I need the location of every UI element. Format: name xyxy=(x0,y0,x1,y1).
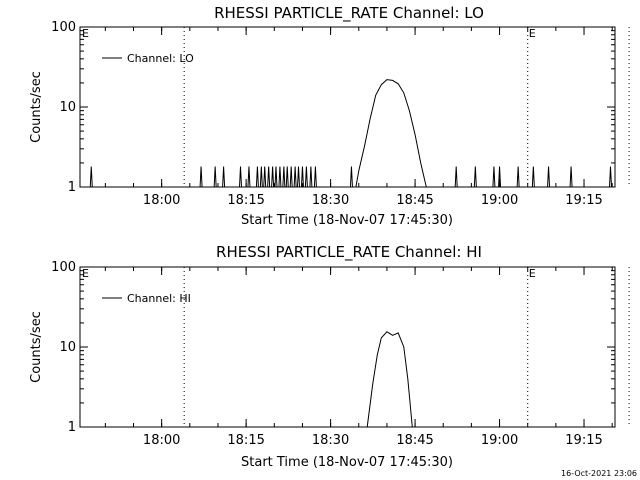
xtick-label: 18:00 xyxy=(143,193,180,208)
panel-hi-xlabel: Start Time (18-Nov-07 17:45:30) xyxy=(241,455,453,470)
xtick-label: 19:15 xyxy=(565,433,602,448)
time-marker-label: E xyxy=(529,267,536,280)
xtick-label: 18:30 xyxy=(312,433,349,448)
count-spike xyxy=(547,166,551,188)
ytick-label: 10 xyxy=(59,100,76,115)
xtick-label: 18:00 xyxy=(143,433,180,448)
count-spike xyxy=(274,166,278,188)
panel-hi-title: RHESSI PARTICLE_RATE Channel: HI xyxy=(216,243,482,262)
count-spike xyxy=(239,166,242,188)
series-line xyxy=(366,331,413,428)
count-spike xyxy=(498,166,502,188)
footer-timestamp: 16-Oct-2021 23:06 xyxy=(561,469,637,478)
count-spike xyxy=(313,166,317,188)
xtick-label: 18:15 xyxy=(227,433,264,448)
panel-hi-start-marker-label: E xyxy=(82,267,89,280)
xtick-label: 19:00 xyxy=(481,433,518,448)
series-line xyxy=(355,79,427,188)
ytick-label: 100 xyxy=(51,260,76,275)
count-spike xyxy=(289,166,293,188)
count-spike xyxy=(608,166,612,188)
count-spike xyxy=(516,166,520,188)
count-spike xyxy=(259,166,263,188)
panel-lo-xlabel: Start Time (18-Nov-07 17:45:30) xyxy=(241,213,453,228)
count-spike xyxy=(473,166,477,188)
xtick-label: 18:30 xyxy=(312,193,349,208)
panel-lo-axes-frame xyxy=(79,26,616,188)
count-spike xyxy=(293,166,297,188)
panel-hi: RHESSI PARTICLE_RATE Channel: HI Counts/… xyxy=(29,243,630,470)
count-spike xyxy=(278,166,282,188)
time-marker-label: E xyxy=(529,27,536,40)
panel-lo-ylabel: Counts/sec xyxy=(29,71,44,143)
count-spike xyxy=(309,166,313,188)
ytick-label: 10 xyxy=(59,340,76,355)
panel-hi-legend-label: Channel: HI xyxy=(127,292,191,305)
count-spike xyxy=(454,166,458,188)
count-spike xyxy=(569,166,573,188)
count-spike xyxy=(282,166,286,188)
count-spike xyxy=(531,166,535,188)
panel-lo-start-marker-label: E xyxy=(82,27,89,40)
ytick-label: 1 xyxy=(68,180,76,195)
count-spike xyxy=(349,166,353,188)
count-spike xyxy=(199,166,203,188)
panel-hi-ylabel: Counts/sec xyxy=(29,311,44,383)
panel-lo-legend-label: Channel: LO xyxy=(127,52,194,65)
panel-hi-axes-frame xyxy=(79,266,616,428)
count-spike xyxy=(297,166,301,188)
xtick-label: 18:45 xyxy=(396,193,433,208)
xtick-label: 18:45 xyxy=(396,433,433,448)
ytick-label: 100 xyxy=(51,20,76,35)
panel-lo: RHESSI PARTICLE_RATE Channel: LO Counts/… xyxy=(29,4,630,228)
count-spike xyxy=(255,166,259,188)
count-spike xyxy=(285,166,289,188)
count-spike xyxy=(267,166,271,188)
count-spike xyxy=(222,166,226,188)
count-spike xyxy=(304,166,308,188)
xtick-label: 19:00 xyxy=(481,193,518,208)
panel-lo-title: RHESSI PARTICLE_RATE Channel: LO xyxy=(214,4,484,23)
xtick-label: 18:15 xyxy=(227,193,264,208)
count-spike xyxy=(271,166,275,188)
count-spike xyxy=(492,166,496,188)
count-spike xyxy=(300,166,304,188)
count-spike xyxy=(213,166,217,188)
count-spike xyxy=(89,166,93,188)
count-spike xyxy=(247,166,251,188)
xtick-label: 19:15 xyxy=(565,193,602,208)
ytick-label: 1 xyxy=(68,420,76,435)
count-spike xyxy=(263,166,267,188)
